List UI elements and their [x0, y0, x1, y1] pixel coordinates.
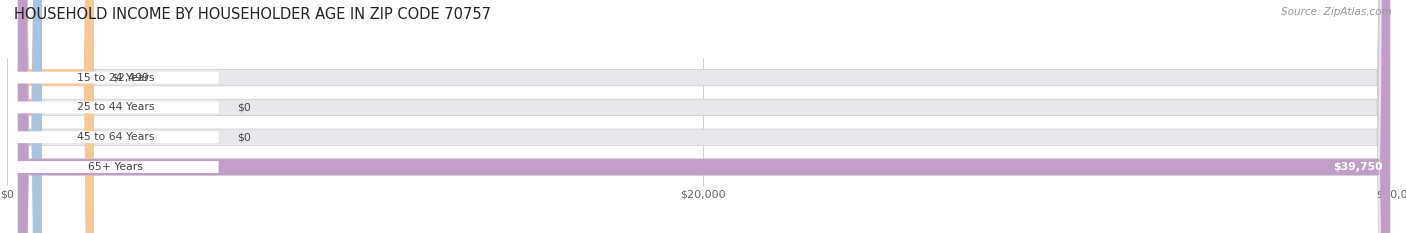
- FancyBboxPatch shape: [18, 0, 1388, 233]
- Text: 65+ Years: 65+ Years: [89, 162, 143, 172]
- Text: 45 to 64 Years: 45 to 64 Years: [77, 132, 155, 142]
- Text: 15 to 24 Years: 15 to 24 Years: [77, 73, 155, 83]
- FancyBboxPatch shape: [18, 0, 42, 233]
- FancyBboxPatch shape: [13, 72, 218, 83]
- Text: $0: $0: [236, 132, 250, 142]
- FancyBboxPatch shape: [18, 0, 42, 233]
- FancyBboxPatch shape: [13, 161, 218, 173]
- FancyBboxPatch shape: [18, 0, 1391, 233]
- Text: 25 to 44 Years: 25 to 44 Years: [77, 103, 155, 113]
- Text: $2,499: $2,499: [111, 73, 149, 83]
- Text: $39,750: $39,750: [1333, 162, 1382, 172]
- Text: HOUSEHOLD INCOME BY HOUSEHOLDER AGE IN ZIP CODE 70757: HOUSEHOLD INCOME BY HOUSEHOLDER AGE IN Z…: [14, 7, 491, 22]
- FancyBboxPatch shape: [18, 0, 1388, 233]
- FancyBboxPatch shape: [18, 0, 94, 233]
- Text: $0: $0: [236, 103, 250, 113]
- FancyBboxPatch shape: [13, 102, 218, 113]
- FancyBboxPatch shape: [18, 0, 1388, 233]
- Text: Source: ZipAtlas.com: Source: ZipAtlas.com: [1281, 7, 1392, 17]
- FancyBboxPatch shape: [18, 0, 1388, 233]
- FancyBboxPatch shape: [13, 131, 218, 143]
